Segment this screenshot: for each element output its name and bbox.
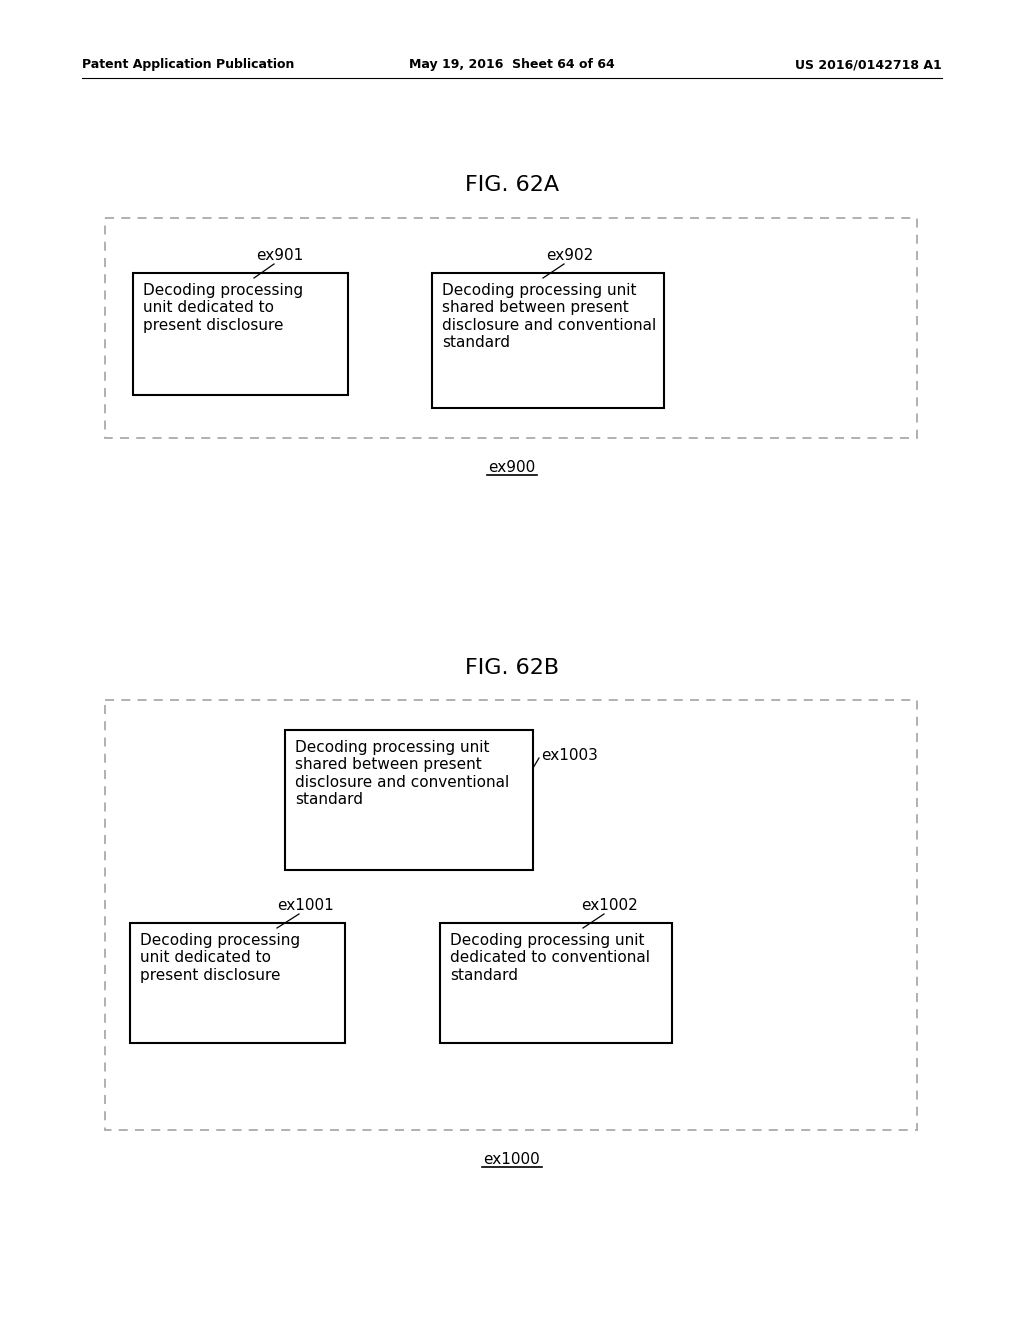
Text: Patent Application Publication: Patent Application Publication <box>82 58 294 71</box>
Text: Decoding processing unit
dedicated to conventional
standard: Decoding processing unit dedicated to co… <box>450 933 650 983</box>
Text: ex1000: ex1000 <box>483 1152 541 1167</box>
Text: ex901: ex901 <box>256 248 304 263</box>
Text: FIG. 62B: FIG. 62B <box>465 657 559 678</box>
Text: Decoding processing unit
shared between present
disclosure and conventional
stan: Decoding processing unit shared between … <box>442 282 656 350</box>
Text: ex1003: ex1003 <box>541 748 598 763</box>
Text: Decoding processing
unit dedicated to
present disclosure: Decoding processing unit dedicated to pr… <box>140 933 300 983</box>
Bar <box>285 730 534 870</box>
Text: Decoding processing
unit dedicated to
present disclosure: Decoding processing unit dedicated to pr… <box>143 282 303 333</box>
Bar <box>105 700 918 1130</box>
Bar <box>440 923 672 1043</box>
Text: May 19, 2016  Sheet 64 of 64: May 19, 2016 Sheet 64 of 64 <box>410 58 614 71</box>
Bar <box>432 273 664 408</box>
Bar <box>105 218 918 438</box>
Text: US 2016/0142718 A1: US 2016/0142718 A1 <box>796 58 942 71</box>
Text: ex900: ex900 <box>488 459 536 475</box>
Text: Decoding processing unit
shared between present
disclosure and conventional
stan: Decoding processing unit shared between … <box>295 741 509 808</box>
Text: ex1002: ex1002 <box>582 898 638 913</box>
Text: FIG. 62A: FIG. 62A <box>465 176 559 195</box>
Bar <box>130 923 345 1043</box>
Bar <box>133 273 348 395</box>
Text: ex902: ex902 <box>547 248 594 263</box>
Text: ex1001: ex1001 <box>276 898 334 913</box>
